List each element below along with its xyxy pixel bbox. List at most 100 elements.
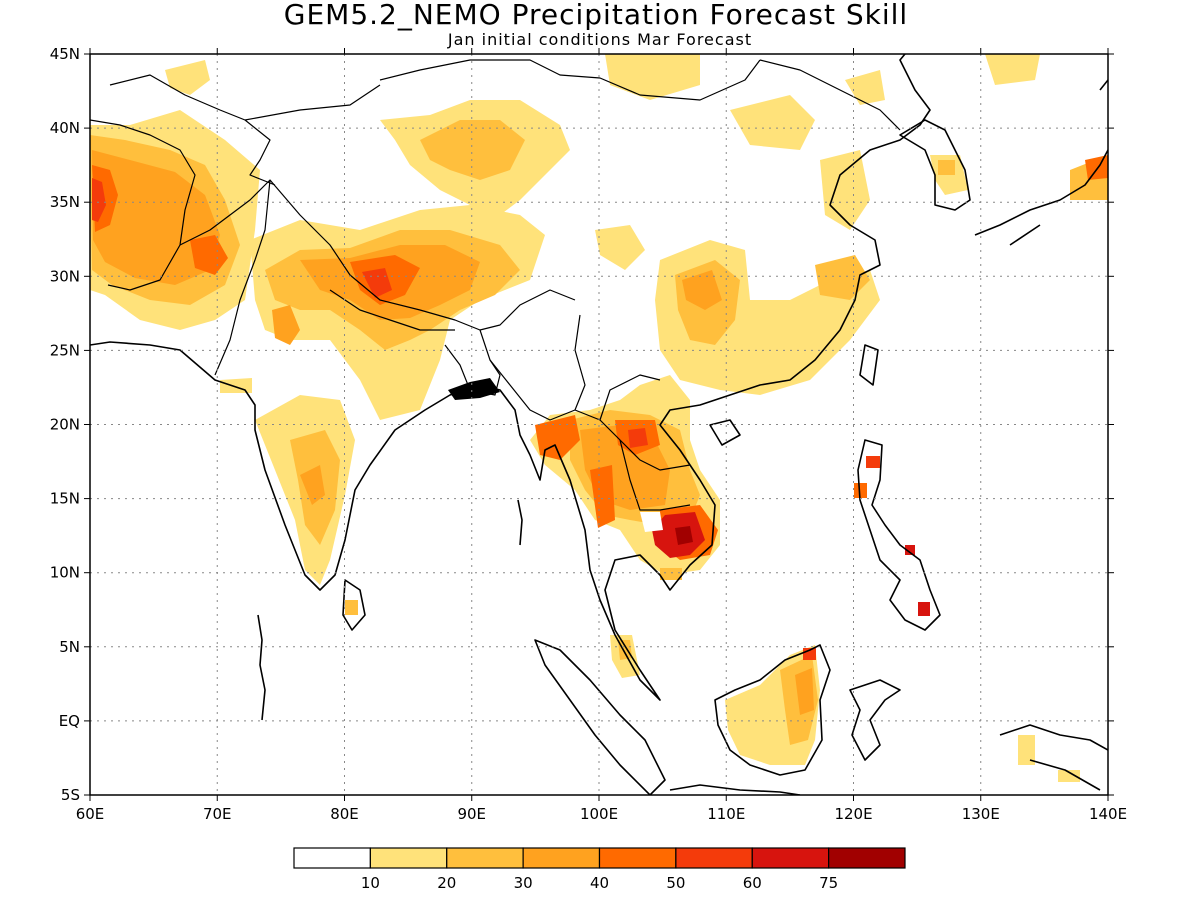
border-india-china <box>269 179 576 331</box>
colorbar: 10 20 30 40 50 60 75 <box>293 847 906 892</box>
border-burma <box>479 314 586 421</box>
coast-new-guinea <box>999 724 1108 791</box>
shade-west-asia-orange <box>92 150 220 285</box>
y-tick-label: 10N <box>50 564 80 582</box>
axis-ticks <box>84 48 1114 801</box>
shade-kamchatka <box>985 54 1040 85</box>
shade-tarim-mid <box>420 120 525 180</box>
shade-new-guinea <box>1018 735 1035 765</box>
coast-maldives <box>257 614 266 721</box>
y-tick-label: EQ <box>59 712 80 730</box>
x-tick-label: 130E <box>962 805 1000 823</box>
shade-sri-lanka <box>345 600 358 615</box>
border-china-ne <box>759 59 901 131</box>
shade-thailand-deep <box>590 465 615 528</box>
coast-hainan <box>709 419 741 446</box>
x-tick-label: 140E <box>1089 805 1127 823</box>
y-tick-label: 5N <box>59 638 80 656</box>
colorbar-swatch <box>446 847 524 869</box>
y-tick-label: 25N <box>50 341 80 359</box>
shade-gujarat <box>220 378 252 393</box>
coast-sumatra <box>534 639 666 795</box>
border-indochina <box>574 374 691 511</box>
x-tick-label: 100E <box>580 805 618 823</box>
coast-philippines <box>857 439 941 631</box>
shade-vietnam-south <box>660 568 682 580</box>
shade-cambodia-dark <box>675 526 693 545</box>
x-tick-label: 60E <box>76 805 105 823</box>
colorbar-label: 10 <box>361 874 380 892</box>
colorbar-swatch <box>522 847 601 869</box>
coast-sri-lanka <box>342 579 366 631</box>
shade-malaysia-mid <box>618 640 632 660</box>
shade-afghan-deep <box>190 235 228 275</box>
x-tick-label: 70E <box>203 805 232 823</box>
coast-taiwan <box>859 344 879 386</box>
x-tick-label: 110E <box>707 805 745 823</box>
y-tick-label: 5S <box>61 786 80 804</box>
shade-mindanao-red <box>918 602 930 616</box>
x-tick-label: 80E <box>330 805 359 823</box>
colorbar-swatch <box>369 847 448 869</box>
shade-tibet-red <box>362 268 392 298</box>
border-mongolia <box>379 59 761 101</box>
x-axis-labels: 60E 70E 80E 90E 100E 110E 120E 130E 140E <box>76 805 1127 823</box>
shade-cambodia-hole <box>640 512 663 532</box>
y-tick-label: 30N <box>50 267 80 285</box>
y-tick-label: 40N <box>50 119 80 137</box>
colorbar-label: 40 <box>590 874 609 892</box>
y-axis-labels: 45N 40N 35N 30N 25N 20N 15N 10N 5N EQ 5S <box>50 45 80 804</box>
shade-luzon-red <box>866 456 880 468</box>
coastlines <box>90 54 1108 795</box>
coast-andaman <box>517 499 523 546</box>
border-nepal <box>329 289 455 331</box>
shade-korea-mid <box>938 160 955 175</box>
coast-korea <box>899 119 971 211</box>
colorbar-swatch <box>675 847 753 869</box>
x-tick-label: 120E <box>834 805 872 823</box>
coast-asia-mainland <box>90 54 931 701</box>
colorbar-swatch <box>751 847 830 869</box>
bangladesh-delta <box>448 378 500 400</box>
colorbar-label: 60 <box>743 874 762 892</box>
border-pakistan <box>179 179 271 376</box>
y-tick-label: 20N <box>50 416 80 434</box>
shade-borneo-orange <box>795 668 814 715</box>
y-tick-label: 45N <box>50 45 80 63</box>
map-panel <box>89 53 1109 796</box>
colorbar-label: 20 <box>437 874 456 892</box>
skill-shading <box>90 54 1108 782</box>
colorbar-label: 75 <box>819 874 838 892</box>
shade-mongolia-east <box>730 95 815 150</box>
shade-luzon-deep <box>854 483 867 498</box>
coast-sulawesi <box>849 679 901 761</box>
shade-south-china-orange <box>682 270 722 310</box>
colorbar-swatch <box>598 847 677 869</box>
border-iran-afghan <box>90 119 196 291</box>
shade-laos-red <box>628 428 648 448</box>
shade-india-orange <box>300 465 325 505</box>
colorbar-label: 50 <box>666 874 685 892</box>
shade-north-india <box>272 305 300 345</box>
y-tick-label: 35N <box>50 193 80 211</box>
y-tick-label: 15N <box>50 490 80 508</box>
shade-china-central <box>595 225 645 270</box>
shade-visayas-red <box>905 545 915 555</box>
border-central-asia <box>109 74 381 186</box>
grid-lines <box>90 54 1108 795</box>
country-borders <box>90 59 901 511</box>
shade-new-guinea-2 <box>1058 770 1080 782</box>
shade-yangtze <box>820 150 870 230</box>
colorbar-swatch <box>828 847 906 869</box>
coast-java <box>669 784 801 795</box>
coast-japan <box>974 79 1108 246</box>
shade-mongolia <box>605 54 700 100</box>
colorbar-label: 30 <box>514 874 533 892</box>
figure-subtitle: Jan initial conditions Mar Forecast <box>447 30 752 49</box>
figure-title: GEM5.2_NEMO Precipitation Forecast Skill <box>284 0 908 31</box>
colorbar-swatch <box>293 847 371 869</box>
shade-east-china <box>815 255 870 300</box>
shade-kazakh <box>165 60 210 95</box>
coast-borneo <box>714 644 831 776</box>
